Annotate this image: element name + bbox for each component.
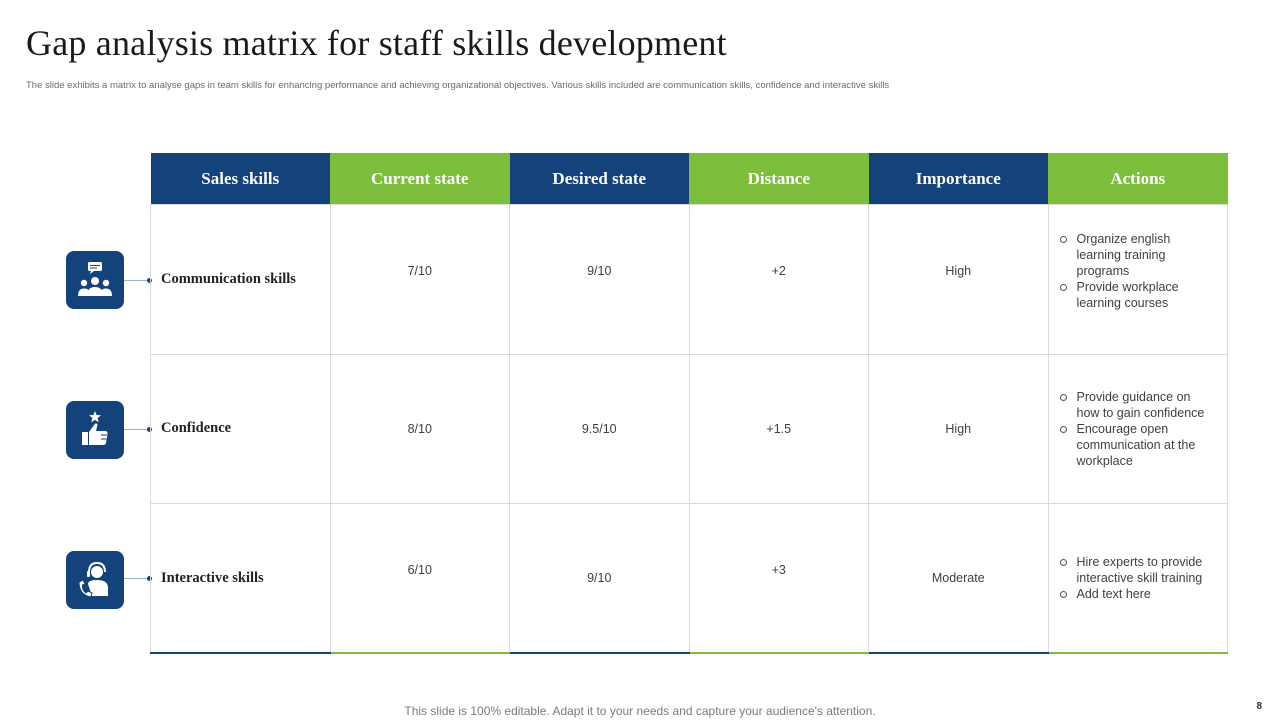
actions-list: Hire experts to provide interactive skil… [1057, 554, 1210, 602]
skill-name: Interactive skills [150, 503, 331, 654]
gap-analysis-table: Sales skills Current state Desired state… [150, 153, 1228, 654]
skill-name: Confidence [150, 353, 331, 504]
table-row: Interactive skills 6/10 9/10 +3 Moderate… [150, 503, 1228, 654]
connector-line [124, 429, 151, 430]
actions-cell: Hire experts to provide interactive skil… [1047, 503, 1228, 654]
desired-state-cell: 9/10 [509, 204, 690, 355]
action-item: Hire experts to provide interactive skil… [1057, 554, 1210, 586]
thumbs-up-star-icon [66, 401, 124, 459]
actions-cell: Provide guidance on how to gain confiden… [1047, 353, 1228, 504]
header-sales-skills: Sales skills [150, 153, 330, 205]
slide-footer: This slide is 100% editable. Adapt it to… [404, 704, 876, 718]
header-desired-state: Desired state [509, 153, 689, 205]
slide-title: Gap analysis matrix for staff skills dev… [26, 23, 727, 63]
header-current-state: Current state [330, 153, 510, 205]
importance-value: High [945, 264, 972, 279]
action-item: Provide guidance on how to gain confiden… [1057, 389, 1210, 421]
importance-value: Moderate [931, 571, 985, 585]
connector-dot [147, 576, 152, 581]
current-state-cell: 7/10 [329, 204, 510, 355]
actions-list: Organize english learning training progr… [1057, 231, 1210, 311]
current-state-cell: 6/10 [329, 503, 510, 654]
page-number: 8 [1256, 701, 1262, 712]
desired-state-cell: 9/10 [509, 503, 690, 654]
desired-state-value: 9/10 [587, 264, 612, 279]
actions-cell: Organize english learning training progr… [1047, 204, 1228, 355]
importance-cell: High [868, 204, 1049, 355]
call-support-icon [66, 551, 124, 609]
action-item: Add text here [1057, 586, 1210, 602]
action-item: Organize english learning training progr… [1057, 231, 1210, 279]
skill-name: Communication skills [150, 204, 331, 355]
importance-cell: High [868, 353, 1049, 504]
connector-dot [147, 427, 152, 432]
team-chat-icon [66, 251, 124, 309]
slide-subtitle: The slide exhibits a matrix to analyse g… [26, 80, 890, 91]
actions-list: Provide guidance on how to gain confiden… [1057, 389, 1210, 469]
header-importance: Importance [868, 153, 1048, 205]
desired-state-cell: 9.5/10 [509, 353, 690, 504]
header-distance: Distance [689, 153, 869, 205]
importance-cell: Moderate [868, 503, 1049, 654]
distance-value: +2 [771, 264, 786, 279]
table-header-row: Sales skills Current state Desired state… [150, 153, 1228, 205]
action-item: Provide workplace learning courses [1057, 279, 1210, 311]
connector-line [124, 578, 151, 579]
desired-state-value: 9.5/10 [581, 421, 617, 436]
distance-cell: +1.5 [688, 353, 869, 504]
connector-dot [147, 278, 152, 283]
distance-cell: +3 [688, 503, 869, 654]
current-state-value: 8/10 [407, 421, 432, 436]
connector-line [124, 280, 151, 281]
current-state-cell: 8/10 [329, 353, 510, 504]
table-row: Confidence 8/10 9.5/10 +1.5 High Provide… [150, 353, 1228, 504]
distance-cell: +2 [688, 204, 869, 355]
table-row: Communication skills 7/10 9/10 +2 High O… [150, 204, 1228, 355]
action-item: Encourage open communication at the work… [1057, 421, 1210, 469]
distance-value: +1.5 [766, 421, 792, 436]
importance-value: High [945, 421, 972, 436]
distance-value: +3 [771, 563, 786, 577]
current-state-value: 6/10 [407, 563, 432, 577]
header-actions: Actions [1048, 153, 1228, 205]
current-state-value: 7/10 [407, 264, 432, 279]
desired-state-value: 9/10 [587, 571, 612, 585]
